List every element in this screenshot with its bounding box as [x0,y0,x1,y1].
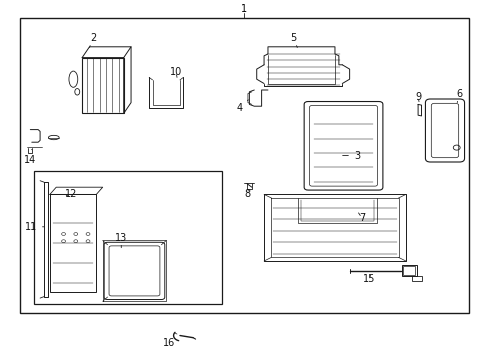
Text: 5: 5 [290,33,297,48]
Bar [401,265,416,276]
Text: 3: 3 [342,150,359,161]
Text: 13: 13 [115,233,127,248]
Bar [403,266,414,275]
Text: 10: 10 [169,67,182,77]
Text: 4: 4 [236,100,248,113]
Text: 12: 12 [64,189,77,199]
Text: 16: 16 [162,338,175,348]
Bar [82,58,123,113]
Text: 2: 2 [89,33,96,48]
Text: 11: 11 [24,222,44,232]
Text: 6: 6 [456,89,462,103]
Text: 14: 14 [24,149,37,165]
Text: 1: 1 [241,4,247,14]
Bar [34,171,222,304]
Text: 7: 7 [358,213,364,223]
Bar [50,194,96,292]
Bar [411,276,422,281]
Bar [20,18,468,313]
Text: 15: 15 [362,274,375,284]
Text: 8: 8 [244,189,249,199]
Text: 9: 9 [414,92,420,102]
